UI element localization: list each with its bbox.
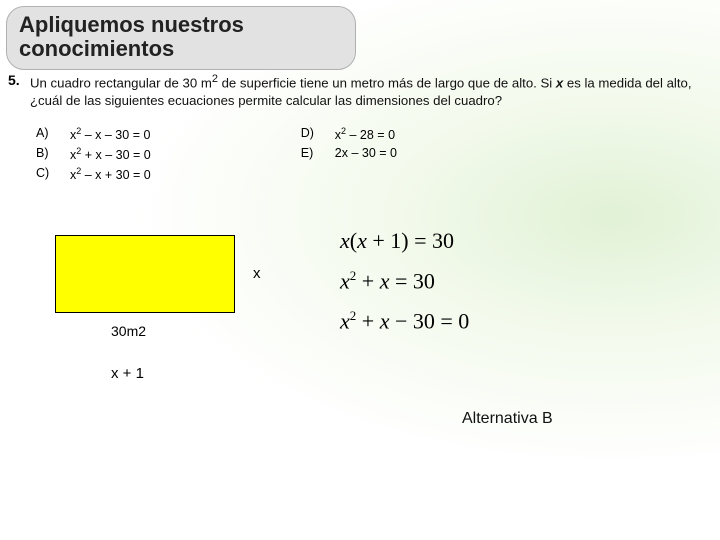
choice-equation: x2 – 28 = 0 bbox=[335, 126, 395, 142]
choice-option: D) x2 – 28 = 0 bbox=[301, 126, 397, 142]
choice-label: C) bbox=[36, 166, 54, 182]
work-eq-3: x2 + x − 30 = 0 bbox=[340, 308, 469, 334]
rectangle-height-label: x bbox=[253, 265, 261, 282]
eq3-rhs: 0 bbox=[458, 309, 469, 334]
eq2-rhs: 30 bbox=[413, 268, 435, 293]
eq3-sup: 2 bbox=[350, 308, 357, 323]
rectangle-diagram: 30m2 x x + 1 bbox=[55, 235, 245, 313]
eq1-rhs: 30 bbox=[432, 228, 454, 253]
stem-part-1: Un cuadro rectangular de 30 m bbox=[30, 75, 212, 90]
eq2-sup: 2 bbox=[350, 268, 357, 283]
answer-choices: A) x2 – x – 30 = 0 B) x2 + x – 30 = 0 C) x2 –… bbox=[36, 126, 397, 182]
question-stem: Un cuadro rectangular de 30 m2 de superf… bbox=[30, 72, 714, 110]
choice-equation: x2 + x – 30 = 0 bbox=[70, 146, 151, 162]
choices-col-right: D) x2 – 28 = 0 E) 2x – 30 = 0 bbox=[301, 126, 397, 182]
choice-option: C) x2 – x + 30 = 0 bbox=[36, 166, 151, 182]
choice-label: D) bbox=[301, 126, 319, 142]
choice-label: B) bbox=[36, 146, 54, 162]
choice-option: E) 2x – 30 = 0 bbox=[301, 146, 397, 160]
choice-option: A) x2 – x – 30 = 0 bbox=[36, 126, 151, 142]
final-answer: Alternativa B bbox=[462, 410, 553, 428]
choices-col-left: A) x2 – x – 30 = 0 B) x2 + x – 30 = 0 C) x2 –… bbox=[36, 126, 151, 182]
choice-equation: 2x – 30 = 0 bbox=[335, 146, 397, 160]
work-equations: x(x + 1) = 30 x2 + x = 30 x2 + x − 30 = … bbox=[340, 228, 469, 335]
stem-part-2: de superficie tiene un metro más de larg… bbox=[218, 75, 556, 90]
choice-equation: x2 – x + 30 = 0 bbox=[70, 166, 151, 182]
work-eq-1: x(x + 1) = 30 bbox=[340, 228, 469, 254]
rectangle-shape bbox=[55, 235, 235, 313]
rectangle-area-label: 30m2 bbox=[111, 323, 146, 339]
question-number: 5. bbox=[8, 72, 20, 88]
work-eq-2: x2 + x = 30 bbox=[340, 268, 469, 294]
rectangle-width-label: x + 1 bbox=[111, 365, 144, 382]
choice-label: E) bbox=[301, 146, 319, 160]
choice-label: A) bbox=[36, 126, 54, 142]
choice-option: B) x2 + x – 30 = 0 bbox=[36, 146, 151, 162]
page-title: Apliquemos nuestros conocimientos bbox=[6, 6, 356, 70]
choice-equation: x2 – x – 30 = 0 bbox=[70, 126, 150, 142]
